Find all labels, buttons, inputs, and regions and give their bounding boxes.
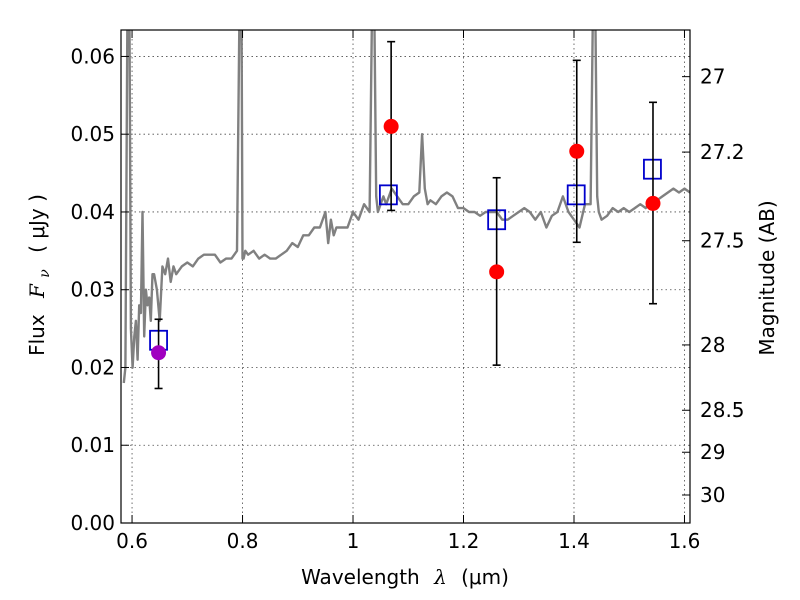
y2-tick-label: 27.2	[700, 140, 745, 164]
y2-tick-label: 30	[700, 483, 725, 507]
observed-series	[151, 40, 661, 390]
y-tick-label: 0.06	[70, 44, 115, 68]
x-axis-ticks: 0.6 0.8 1 1.2 1.4 1.6	[116, 30, 700, 553]
y-axis-title-prefix: Flux	[25, 314, 49, 356]
grid-lines	[121, 30, 690, 524]
y2-tick-label: 28.5	[700, 398, 745, 422]
spectrum-line	[122, 30, 690, 384]
spectrum-series	[122, 30, 690, 384]
observed-point	[645, 195, 661, 211]
observed-point	[569, 143, 585, 159]
y-tick-label: 0.01	[70, 433, 115, 457]
y2-tick-label: 29	[700, 440, 725, 464]
x-axis-title-prefix: Wavelength	[301, 565, 420, 589]
model-square-marker	[378, 184, 398, 206]
y-axis-ticks: 0.00 0.01 0.02 0.03 0.04 0.05 0.06	[70, 44, 129, 535]
y-axis-title-unit: ( μJy )	[25, 194, 49, 253]
x-axis-title-unit: (μm)	[461, 565, 509, 589]
y-axis-title-symbol: F	[25, 283, 49, 299]
x-tick-label: 1	[347, 529, 360, 553]
observed-point	[383, 118, 399, 134]
x-tick-label: 1.6	[669, 529, 701, 553]
x-tick-label: 1.4	[558, 529, 590, 553]
observed-point	[489, 264, 505, 280]
y-tick-label: 0.00	[70, 511, 115, 535]
plot-frame	[120, 29, 691, 524]
y-tick-label: 0.02	[70, 355, 115, 379]
observed-point	[151, 345, 167, 361]
y2-tick-label: 27.5	[700, 229, 745, 253]
y2-tick-label: 27	[700, 65, 725, 89]
x-tick-label: 0.6	[116, 529, 148, 553]
x-axis-title-symbol: λ	[433, 565, 447, 589]
y-tick-label: 0.03	[70, 278, 115, 302]
x-tick-label: 1.2	[448, 529, 480, 553]
y2-axis-title: Magnitude (AB)	[755, 200, 779, 355]
y2-tick-label: 28	[700, 333, 725, 357]
x-axis-title: Wavelength λ (μm)	[301, 565, 509, 589]
y-tick-label: 0.04	[70, 200, 115, 224]
model-series	[149, 158, 662, 351]
y-tick-label: 0.05	[70, 122, 115, 146]
y-axis-title: Flux F ν ( μJy )	[25, 194, 54, 356]
y-axis-title-subscript: ν	[37, 269, 53, 278]
y2-axis-ticks: 27 27.2 27.5 28 28.5 29 30	[682, 65, 745, 507]
x-tick-label: 0.8	[227, 529, 259, 553]
